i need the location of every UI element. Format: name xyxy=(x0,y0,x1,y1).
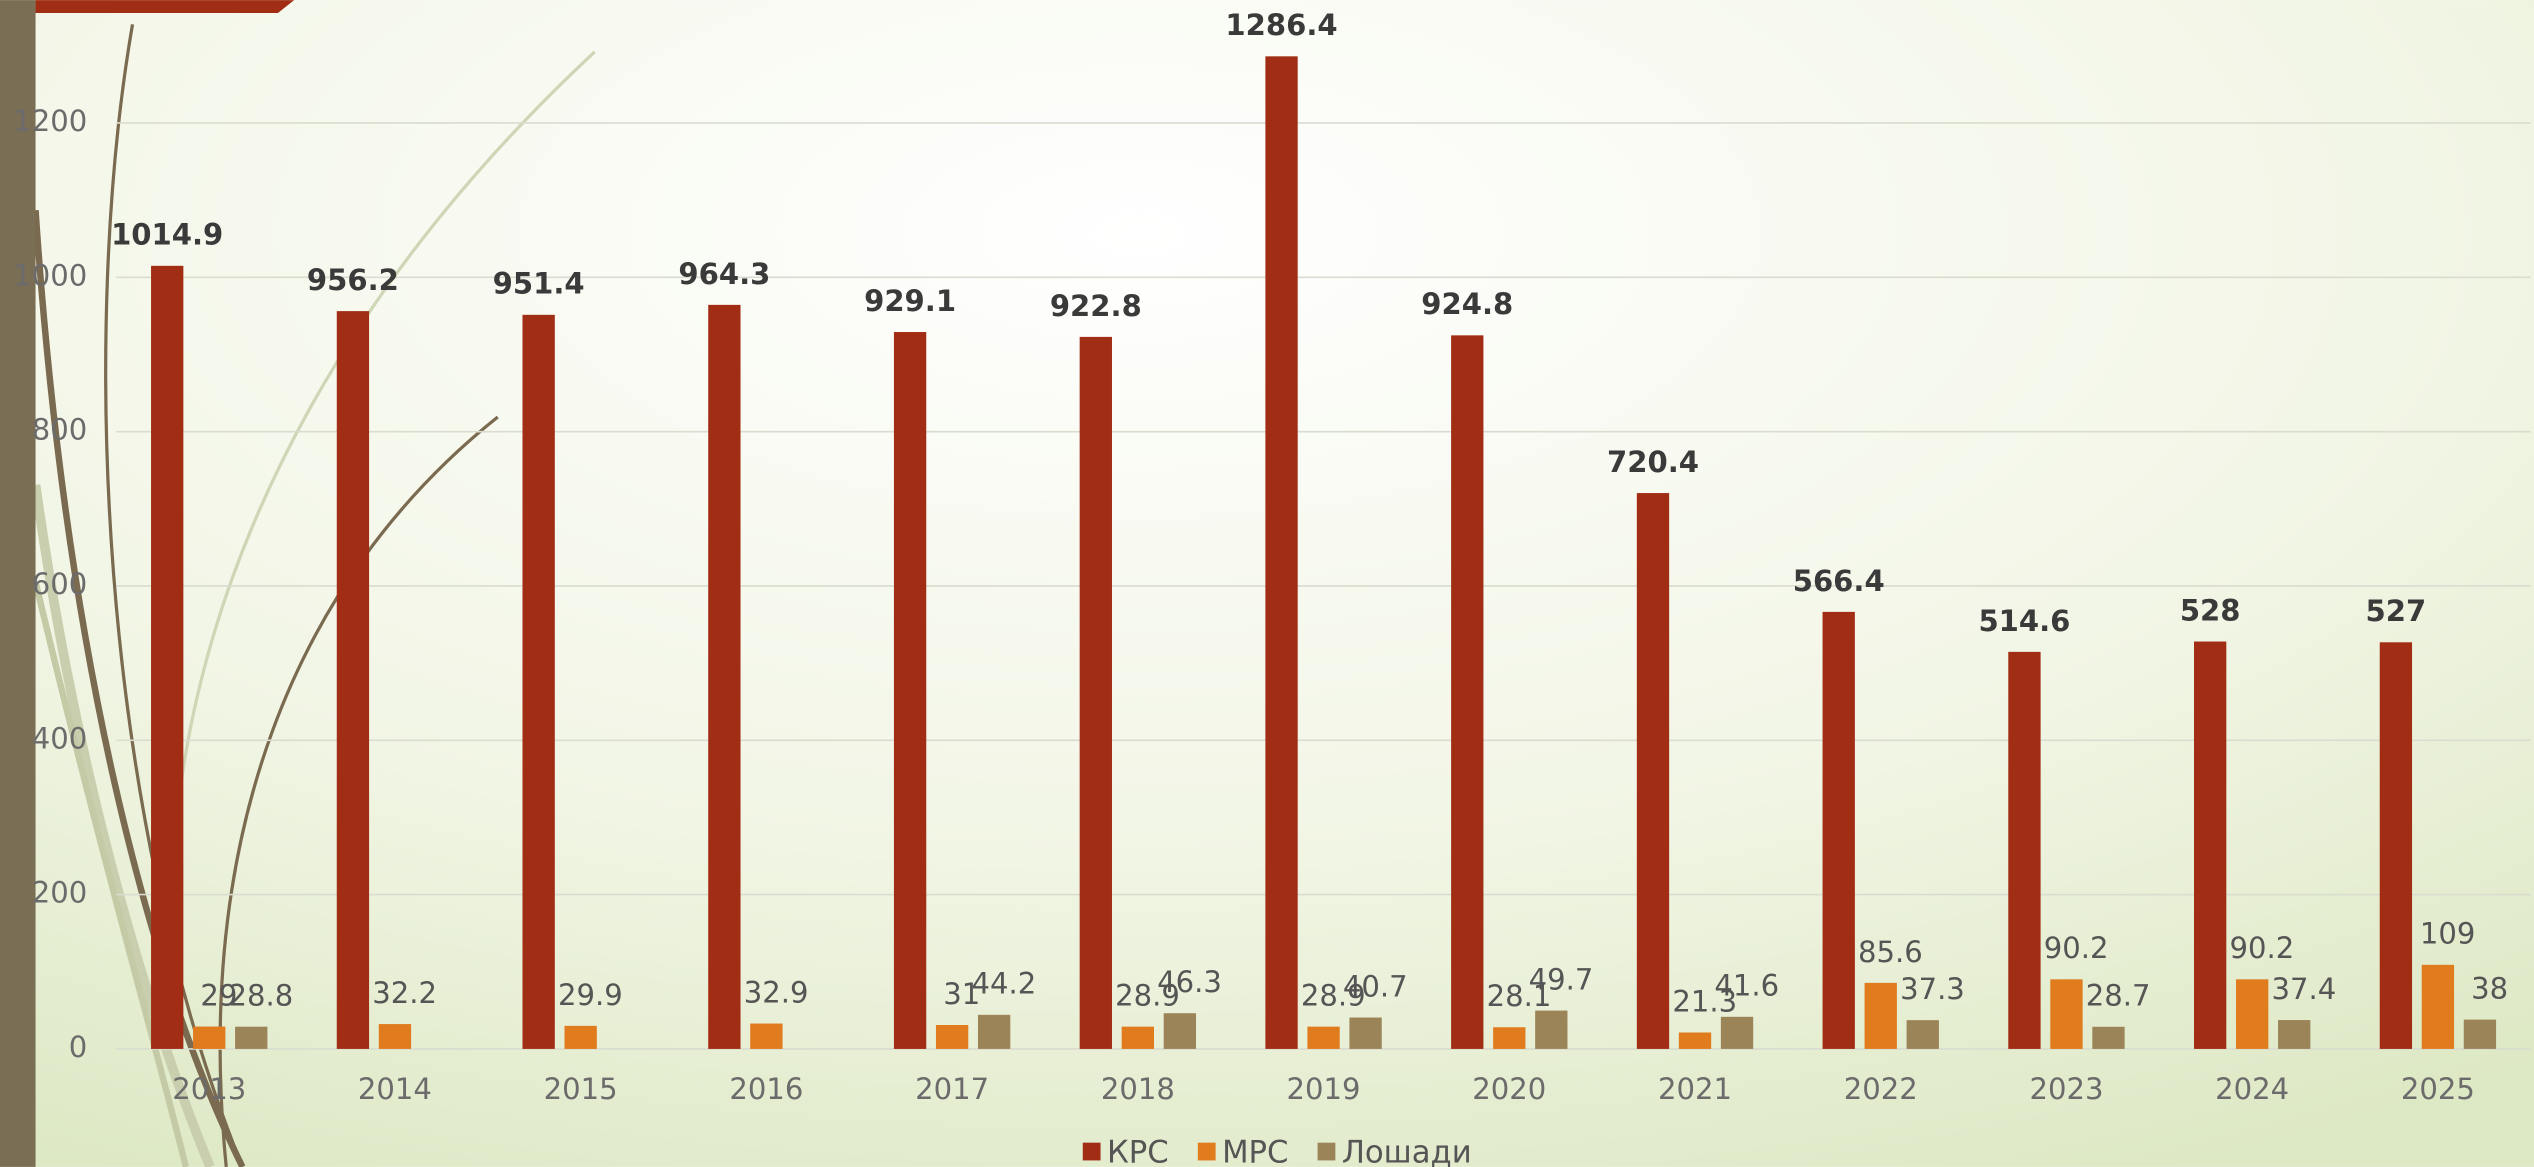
value-label: 28.8 xyxy=(229,979,294,1013)
value-label: 527 xyxy=(2366,594,2427,628)
x-tick-label: 2024 xyxy=(2215,1072,2289,1106)
y-tick-label: 600 xyxy=(32,567,88,601)
legend-swatch xyxy=(1318,1143,1336,1161)
legend-label: МРС xyxy=(1222,1135,1288,1167)
bar xyxy=(151,266,183,1049)
bar xyxy=(565,1026,597,1049)
bar xyxy=(379,1024,411,1049)
bar xyxy=(2194,642,2226,1049)
bar xyxy=(750,1024,782,1049)
value-label: 514.6 xyxy=(1978,604,2070,638)
bar xyxy=(235,1027,267,1049)
bar xyxy=(1721,1017,1753,1049)
value-label: 566.4 xyxy=(1793,564,1885,598)
value-label: 924.8 xyxy=(1421,287,1513,321)
value-label: 38 xyxy=(2471,972,2508,1006)
value-label: 951.4 xyxy=(493,267,585,301)
bar xyxy=(2092,1027,2124,1049)
y-tick-label: 0 xyxy=(69,1030,88,1064)
bar xyxy=(2422,965,2454,1049)
bar xyxy=(337,311,369,1049)
chart: 0 200 400 600 800 1000 1200 2013 2014 2015 2016 201… xyxy=(0,0,2534,1167)
value-label: 85.6 xyxy=(1858,935,1923,969)
bar xyxy=(1637,493,1669,1049)
bar xyxy=(2464,1020,2496,1049)
value-label: 41.6 xyxy=(1714,969,1779,1003)
bar xyxy=(2380,642,2412,1049)
x-tick-label: 2016 xyxy=(729,1072,803,1106)
bar xyxy=(978,1015,1010,1049)
bar xyxy=(1349,1018,1381,1049)
value-label: 28.7 xyxy=(2086,979,2151,1013)
value-label: 922.8 xyxy=(1050,289,1142,323)
x-tick-label: 2017 xyxy=(915,1072,989,1106)
bar xyxy=(1265,56,1297,1049)
value-label: 37.4 xyxy=(2272,972,2337,1006)
bar xyxy=(193,1027,225,1049)
y-tick-label: 200 xyxy=(32,876,88,910)
value-label: 29.9 xyxy=(558,978,623,1012)
value-label: 32.9 xyxy=(744,975,809,1009)
y-tick-label: 1000 xyxy=(13,258,87,292)
value-label: 46.3 xyxy=(1157,965,1222,999)
bar xyxy=(1823,612,1855,1049)
x-tick-label: 2018 xyxy=(1101,1072,1175,1106)
bar xyxy=(2008,652,2040,1049)
bar xyxy=(2050,979,2082,1049)
x-tick-label: 2019 xyxy=(1287,1072,1361,1106)
value-label: 49.7 xyxy=(1529,962,1594,996)
legend-swatch xyxy=(1198,1143,1216,1161)
x-tick-label: 2013 xyxy=(172,1072,246,1106)
bar xyxy=(2236,979,2268,1049)
value-label: 528 xyxy=(2180,593,2241,627)
page: {"chart_data": {"type": "bar", "categori… xyxy=(0,0,2534,1167)
bar xyxy=(1451,335,1483,1049)
x-tick-label: 2020 xyxy=(1472,1072,1546,1106)
bar xyxy=(1493,1027,1525,1049)
bar xyxy=(1122,1027,1154,1049)
x-tick-label: 2021 xyxy=(1658,1072,1732,1106)
bar xyxy=(522,315,554,1049)
y-tick-label: 800 xyxy=(32,413,88,447)
bar xyxy=(1080,337,1112,1049)
bar xyxy=(1307,1027,1339,1049)
value-label: 32.2 xyxy=(372,976,437,1010)
bar xyxy=(708,305,740,1049)
y-tick-label: 400 xyxy=(32,721,88,755)
value-label: 964.3 xyxy=(678,257,770,291)
bar xyxy=(1865,983,1897,1049)
value-label: 1286.4 xyxy=(1225,8,1337,42)
x-tick-label: 2023 xyxy=(2029,1072,2103,1106)
x-tick-label: 2014 xyxy=(358,1072,432,1106)
bar xyxy=(1907,1020,1939,1049)
value-label: 956.2 xyxy=(307,263,399,297)
bar xyxy=(1535,1011,1567,1049)
legend-swatch xyxy=(1083,1143,1101,1161)
y-tick-label: 1200 xyxy=(13,104,87,138)
value-label: 40.7 xyxy=(1343,969,1408,1003)
value-label: 720.4 xyxy=(1607,445,1699,479)
value-label: 1014.9 xyxy=(111,218,223,252)
bar xyxy=(1164,1013,1196,1049)
x-tick-label: 2025 xyxy=(2401,1072,2475,1106)
x-tick-label: 2022 xyxy=(1844,1072,1918,1106)
value-label: 90.2 xyxy=(2230,931,2295,965)
legend-label: Лошади xyxy=(1342,1135,1472,1167)
bar xyxy=(1679,1032,1711,1048)
bar xyxy=(894,332,926,1049)
value-label: 109 xyxy=(2420,917,2476,951)
value-label: 90.2 xyxy=(2044,931,2109,965)
legend-label: КРС xyxy=(1107,1135,1169,1167)
value-label: 929.1 xyxy=(864,284,956,318)
x-tick-label: 2015 xyxy=(544,1072,618,1106)
value-label: 44.2 xyxy=(971,967,1036,1001)
value-label: 37.3 xyxy=(1900,972,1965,1006)
bar xyxy=(936,1025,968,1049)
bar xyxy=(2278,1020,2310,1049)
